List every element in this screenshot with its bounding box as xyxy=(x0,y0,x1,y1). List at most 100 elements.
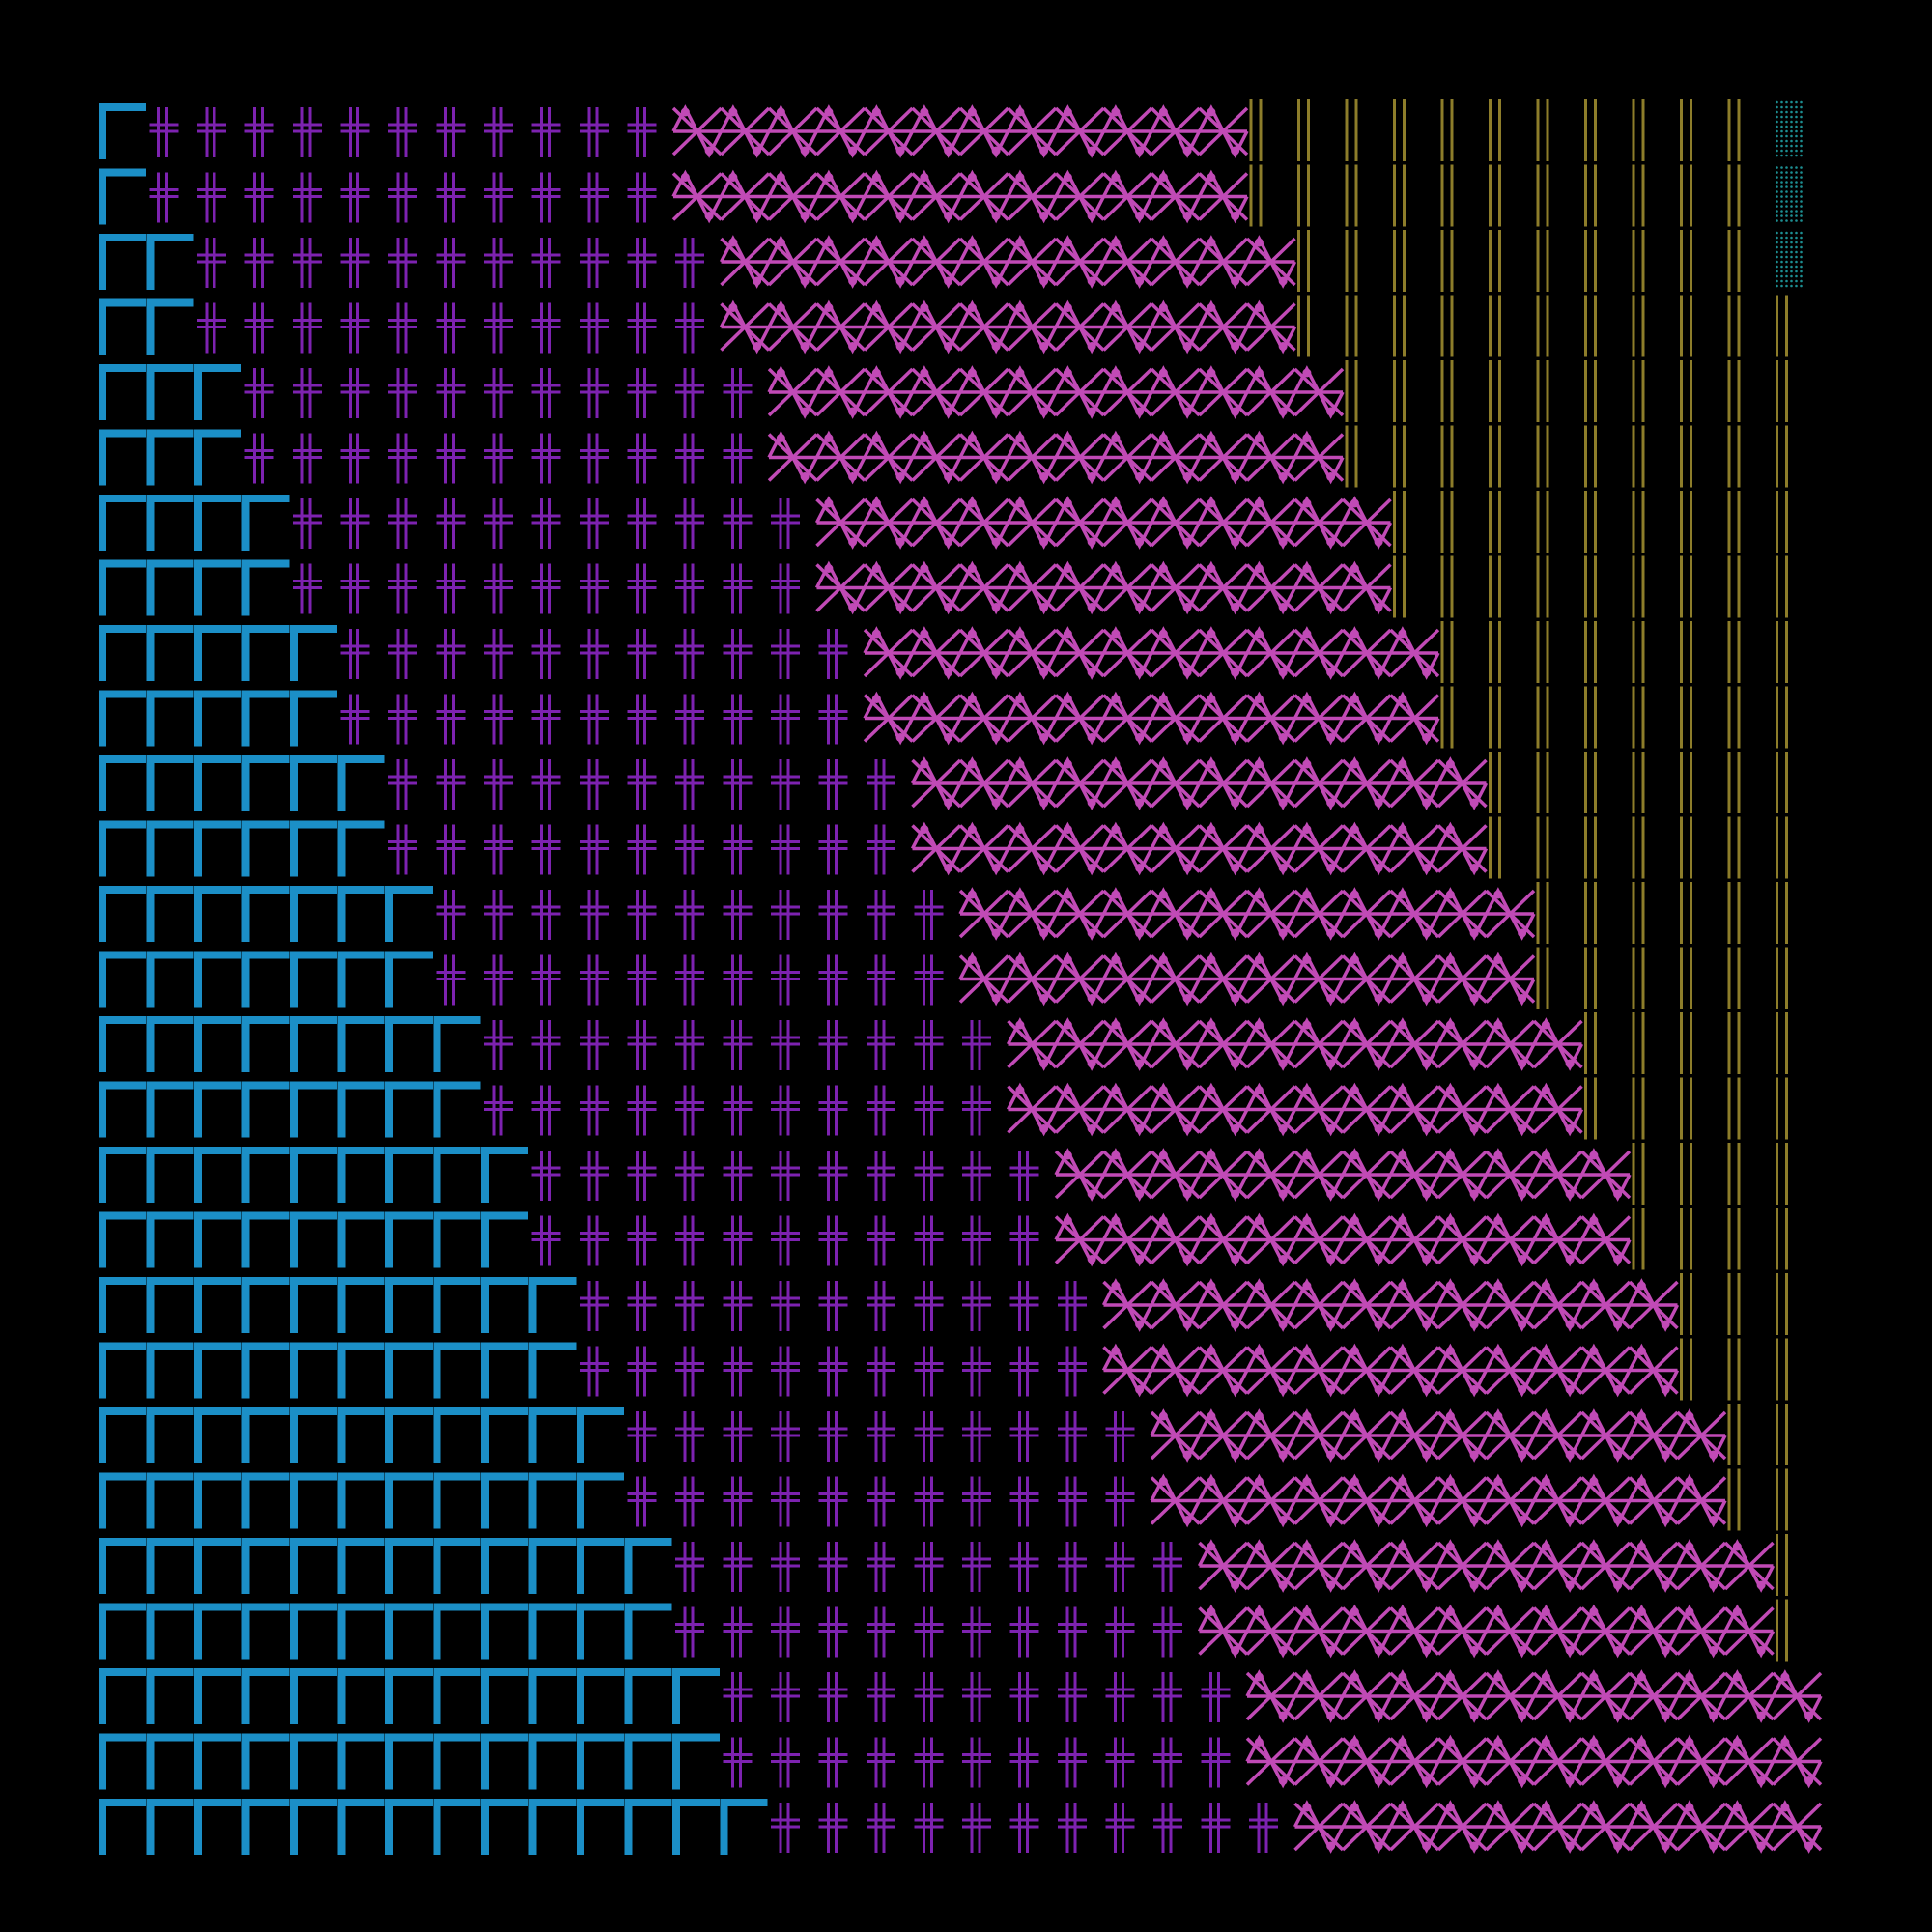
olive-tile xyxy=(1249,99,1263,161)
pink-tile xyxy=(1245,1408,1297,1463)
purple-tile xyxy=(1009,1411,1039,1462)
blue-tile xyxy=(337,1342,385,1399)
olive-tile xyxy=(1584,99,1597,161)
purple-tile xyxy=(484,1085,513,1136)
blue-tile xyxy=(242,1407,290,1463)
pink-tile xyxy=(1579,1473,1632,1528)
purple-tile xyxy=(1009,1476,1039,1527)
purple-tile xyxy=(1009,1281,1039,1331)
purple-tile xyxy=(580,1346,609,1397)
blue-tile xyxy=(337,1081,385,1138)
purple-tile xyxy=(723,824,753,875)
purple-tile xyxy=(293,107,322,157)
purple-tile xyxy=(197,302,226,354)
blue-tile xyxy=(242,690,290,747)
olive-tile xyxy=(1440,99,1454,161)
blue-tile xyxy=(146,1538,194,1594)
olive-tile xyxy=(1776,1404,1788,1465)
pink-tile xyxy=(814,365,867,419)
purple-tile xyxy=(531,172,561,223)
purple-tile xyxy=(197,107,226,157)
blue-tile xyxy=(242,886,290,942)
purple-tile xyxy=(1058,1803,1087,1853)
blue-tile xyxy=(99,690,146,747)
olive-tile xyxy=(1680,686,1692,749)
blue-tile xyxy=(433,1277,481,1333)
pink-tile xyxy=(1054,821,1106,876)
pink-tile xyxy=(1532,1800,1584,1854)
pink-tile xyxy=(863,365,915,419)
blue-tile xyxy=(99,559,146,616)
olive-tile xyxy=(1393,425,1406,488)
pink-tile xyxy=(910,104,962,158)
blue-tile xyxy=(337,820,385,877)
pink-tile xyxy=(1675,1408,1727,1463)
purple-tile xyxy=(627,1020,657,1070)
pink-tile xyxy=(1054,299,1106,355)
pink-tile xyxy=(1532,1669,1584,1723)
pink-tile xyxy=(1150,1343,1202,1398)
purple-tile xyxy=(436,954,466,1006)
pink-tile xyxy=(1723,1539,1776,1593)
purple-tile xyxy=(914,1215,944,1266)
blue-tile xyxy=(146,1147,194,1203)
blue-tile xyxy=(194,1081,242,1138)
olive-tile xyxy=(1393,555,1406,618)
pink-tile xyxy=(1532,1212,1584,1267)
olive-tile xyxy=(1727,752,1741,813)
blue-tile xyxy=(290,690,337,747)
purple-tile xyxy=(1105,1476,1135,1527)
blue-tile xyxy=(194,1016,242,1072)
olive-tile xyxy=(1776,295,1788,357)
purple-tile xyxy=(436,498,466,549)
pink-tile xyxy=(1436,1539,1489,1593)
pink-tile xyxy=(1293,1212,1345,1267)
pink-tile xyxy=(1436,1212,1489,1267)
purple-tile xyxy=(484,1020,513,1070)
blue-tile xyxy=(624,1799,672,1855)
olive-tile xyxy=(1632,1208,1645,1270)
pink-tile xyxy=(1532,1343,1584,1398)
blue-tile xyxy=(194,886,242,942)
purple-tile xyxy=(436,368,466,418)
pink-tile xyxy=(1006,365,1058,419)
purple-tile xyxy=(340,629,370,679)
blue-tile xyxy=(720,1799,768,1855)
pink-tile xyxy=(1579,1212,1632,1267)
pink-tile xyxy=(1341,821,1393,876)
pink-tile xyxy=(1484,1604,1536,1659)
pink-tile xyxy=(1245,1539,1297,1593)
purple-tile xyxy=(675,759,704,810)
blue-tile xyxy=(672,1668,720,1724)
blue-tile xyxy=(242,1342,290,1399)
pink-tile xyxy=(1293,1408,1345,1463)
blue-tile xyxy=(433,1407,481,1463)
pink-tile xyxy=(958,952,1010,1007)
purple-tile xyxy=(771,1215,800,1266)
pink-tile xyxy=(1197,430,1249,485)
purple-tile xyxy=(484,629,513,679)
pink-tile xyxy=(1484,1539,1536,1593)
olive-tile xyxy=(1727,1143,1741,1205)
blue-tile xyxy=(146,951,194,1008)
blue-tile xyxy=(99,1668,146,1724)
pink-tile xyxy=(1388,1669,1440,1723)
purple-tile xyxy=(531,433,561,484)
pink-tile xyxy=(1532,1473,1584,1528)
purple-tile xyxy=(1009,1672,1039,1722)
pink-tile xyxy=(767,430,819,485)
olive-tile xyxy=(1680,621,1692,683)
blue-tile xyxy=(290,1081,337,1138)
purple-tile xyxy=(627,1411,657,1462)
purple-tile xyxy=(771,1411,800,1462)
pink-tile xyxy=(1197,169,1249,224)
purple-tile xyxy=(531,563,561,614)
purple-tile xyxy=(293,563,322,614)
olive-tile xyxy=(1776,947,1788,1009)
blue-tile xyxy=(194,364,242,420)
pink-tile xyxy=(1579,1539,1632,1593)
pink-tile xyxy=(1341,626,1393,680)
pink-tile xyxy=(1197,104,1249,158)
purple-tile xyxy=(771,694,800,745)
blue-tile xyxy=(433,1016,481,1072)
